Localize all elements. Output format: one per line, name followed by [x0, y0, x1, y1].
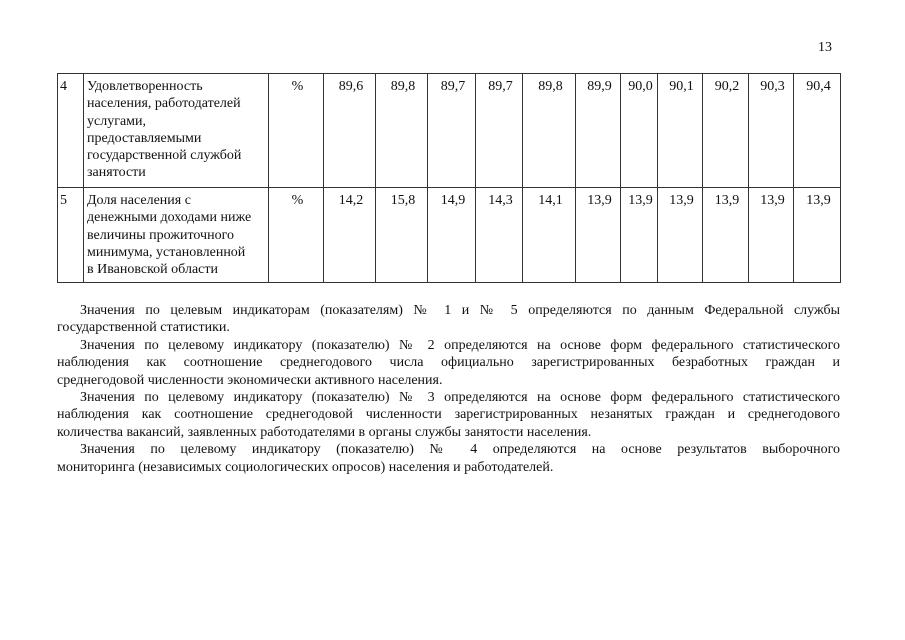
notes-text: Значения по целевым индикаторам (показат… — [57, 302, 840, 476]
indicator-name-line: минимума, установленной — [87, 244, 246, 260]
indicator-name-line: Доля населения с — [87, 193, 191, 208]
value-cell: 13,9 — [620, 187, 658, 283]
indicator-name: Удовлетворенность населения, работодателе… — [83, 73, 269, 188]
value-cell: 89,8 — [522, 73, 576, 188]
paragraph: Значения по целевому индикатору (показат… — [57, 389, 840, 441]
value-cell: 90,0 — [620, 73, 658, 188]
indicator-name-line: услугами, — [87, 113, 147, 129]
indicator-name-line: предоставляемыми — [87, 130, 202, 146]
value-cell: 90,3 — [748, 73, 794, 188]
value-cell: 15,8 — [375, 187, 428, 283]
value-cell: 13,9 — [793, 187, 841, 283]
paragraph-line: Значения по целевому индикатору (показат… — [80, 337, 840, 353]
paragraph-line: количества вакансий, заявленных работода… — [57, 424, 592, 440]
indicator-name-line: населения, работодателей — [87, 96, 241, 112]
value-cell: 90,4 — [793, 73, 841, 188]
value-cell: 89,7 — [475, 73, 523, 188]
value-cell: 13,9 — [748, 187, 794, 283]
paragraph: Значения по целевому индикатору (показат… — [57, 441, 840, 476]
indicator-name-line: Удовлетворенность — [87, 79, 203, 94]
indicator-name-line: денежными доходами ниже — [87, 210, 252, 226]
value-cell: 14,9 — [427, 187, 476, 283]
value-cell: 89,6 — [323, 73, 376, 188]
paragraph-line: Значения по целевым индикаторам (показат… — [80, 303, 840, 318]
indicator-name-line: государственной службой — [87, 148, 242, 164]
table-row: 5 Доля населения с денежными доходами ниже… — [57, 187, 841, 283]
indicators-table: 4 Удовлетворенность населения, работодател… — [57, 73, 841, 283]
row-index: 4 — [57, 73, 84, 188]
paragraph-line: наблюдения как соотношение среднегодовой… — [57, 407, 840, 423]
indicator-name: Доля населения с денежными доходами ниже в… — [83, 187, 269, 283]
indicator-name-line: занятости — [87, 165, 146, 181]
paragraph-line: среднегодовой численности экономически а… — [57, 372, 443, 388]
value-cell: 14,2 — [323, 187, 376, 283]
table-row: 4 Удовлетворенность населения, работодател… — [57, 73, 841, 188]
value-cell: 13,9 — [702, 187, 749, 283]
unit-cell: % — [268, 73, 324, 188]
paragraph: Значения по целевому индикатору (показат… — [57, 337, 840, 389]
paragraph-line: мониторинга (независимых социологических… — [57, 459, 554, 475]
value-cell: 14,3 — [475, 187, 523, 283]
value-cell: 90,1 — [657, 73, 703, 188]
value-cell: 13,9 — [657, 187, 703, 283]
paragraph-line: Значения по целевому индикатору (показат… — [80, 390, 840, 406]
indicator-name-line: величины прожиточного — [87, 227, 234, 243]
paragraph-line: Значения по целевому индикатору (показат… — [80, 442, 840, 458]
paragraph-line: государственной статистики. — [57, 320, 230, 336]
value-cell: 89,9 — [575, 73, 621, 188]
value-cell: 13,9 — [575, 187, 621, 283]
value-cell: 89,8 — [375, 73, 428, 188]
value-cell: 14,1 — [522, 187, 576, 283]
value-cell: 89,7 — [427, 73, 476, 188]
indicator-name-line: в Ивановской области — [87, 262, 218, 278]
paragraph-line: наблюдения как соотношение среднегодовог… — [57, 355, 840, 371]
unit-cell: % — [268, 187, 324, 283]
page-number: 13 — [818, 40, 832, 55]
value-cell: 90,2 — [702, 73, 749, 188]
row-index: 5 — [57, 187, 84, 283]
paragraph: Значения по целевым индикаторам (показат… — [57, 302, 840, 337]
